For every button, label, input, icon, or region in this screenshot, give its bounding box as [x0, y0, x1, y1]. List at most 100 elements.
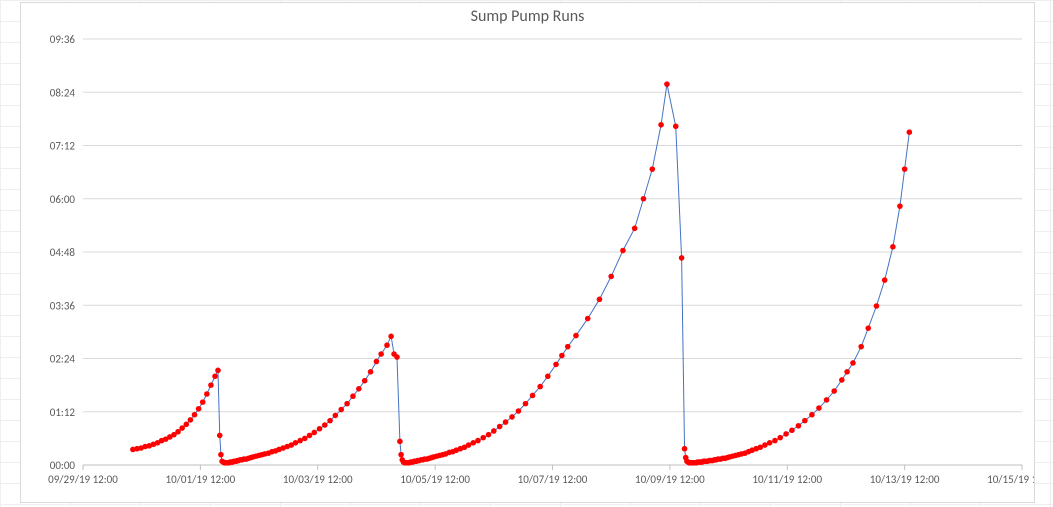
data-series [130, 81, 912, 465]
series-marker [824, 397, 830, 403]
series-marker [573, 333, 579, 339]
series-marker [783, 431, 789, 437]
series-marker [559, 353, 565, 359]
series-marker [398, 452, 404, 458]
series-marker [874, 303, 880, 309]
chart-title: Sump Pump Runs [21, 3, 1034, 33]
series-marker [338, 407, 344, 413]
series-marker [802, 418, 808, 424]
series-marker [796, 423, 802, 429]
series-marker [374, 359, 380, 365]
series-marker [491, 428, 497, 434]
y-tick-label: 03:36 [50, 299, 76, 312]
series-marker [850, 360, 856, 366]
x-tick-label: 10/05/19 12:00 [400, 473, 470, 486]
series-marker [523, 401, 529, 407]
series-marker [509, 414, 515, 420]
series-marker [388, 334, 394, 340]
x-tick-label: 10/13/19 12:00 [870, 473, 940, 486]
series-marker [620, 248, 626, 254]
y-tick-label: 07:12 [50, 140, 76, 153]
series-marker [200, 399, 206, 405]
x-tick-label: 10/03/19 12:00 [283, 473, 353, 486]
series-marker [394, 354, 400, 360]
series-marker [327, 418, 333, 424]
x-tick-label: 10/01/19 12:00 [166, 473, 236, 486]
series-marker [585, 316, 591, 322]
y-tick-label: 01:12 [50, 406, 76, 419]
y-tick-label: 06:00 [50, 193, 76, 206]
series-marker [641, 196, 647, 202]
series-marker [682, 446, 688, 452]
axes [83, 465, 1022, 470]
series-marker [480, 435, 486, 441]
y-tick-label: 08:24 [50, 86, 76, 99]
series-marker [384, 342, 390, 348]
series-marker [597, 297, 603, 303]
series-marker [565, 344, 571, 350]
series-marker [217, 433, 223, 439]
series-marker [553, 362, 559, 368]
series-marker [679, 255, 685, 261]
series-marker [789, 427, 795, 433]
x-axis-ticks: 09/29/19 12:00 10/01/19 12:00 10/03/19 12:… [48, 473, 1034, 486]
series-marker [537, 384, 543, 390]
series-marker [882, 277, 888, 283]
series-marker [497, 424, 503, 430]
series-marker [317, 426, 323, 432]
series-marker [767, 440, 773, 446]
series-marker [902, 166, 908, 172]
series-marker [516, 408, 522, 414]
series-marker [772, 438, 778, 444]
series-marker [302, 436, 308, 442]
series-marker [658, 122, 664, 128]
series-marker [545, 373, 551, 379]
series-marker [212, 373, 218, 379]
series-marker [664, 81, 670, 87]
series-marker [890, 244, 896, 250]
y-tick-label: 02:24 [50, 353, 76, 366]
series-marker [907, 129, 913, 135]
chart-frame[interactable]: Sump Pump Runs 00:0001:1202:2403:3604:48… [20, 2, 1035, 503]
series-marker [350, 393, 356, 399]
series-marker [183, 422, 189, 428]
series-marker [192, 412, 198, 418]
series-marker [816, 405, 822, 411]
y-tick-label: 09:36 [50, 33, 76, 46]
series-marker [307, 433, 313, 439]
x-tick-label: 10/15/19 12:00 [987, 473, 1034, 486]
x-tick-label: 10/11/19 12:00 [752, 473, 822, 486]
y-tick-label: 04:48 [50, 246, 76, 259]
series-marker [322, 422, 328, 428]
series-marker [344, 401, 350, 407]
series-marker [809, 412, 815, 418]
series-marker [858, 344, 864, 350]
series-marker [831, 388, 837, 394]
series-marker [673, 123, 679, 129]
series-marker [208, 382, 214, 388]
series-marker [368, 369, 374, 375]
spreadsheet-page: Sump Pump Runs 00:0001:1202:2403:3604:48… [0, 0, 1053, 507]
series-marker [362, 378, 368, 384]
series-marker [311, 430, 317, 436]
y-axis-ticks: 00:0001:1202:2403:3604:4806:0007:1208:24… [50, 33, 76, 472]
gridlines [83, 39, 1022, 465]
series-marker [632, 226, 638, 232]
x-tick-label: 10/09/19 12:00 [635, 473, 705, 486]
series-marker [475, 438, 481, 444]
series-marker [608, 274, 614, 280]
series-marker [196, 406, 202, 412]
series-marker [777, 435, 783, 441]
series-marker [188, 417, 194, 423]
series-marker [865, 325, 871, 331]
x-tick-label: 09/29/19 12:00 [48, 473, 118, 486]
series-marker [530, 393, 536, 399]
series-marker [356, 386, 362, 392]
series-marker [649, 166, 655, 172]
x-tick-label: 10/07/19 12:00 [518, 473, 588, 486]
series-marker [218, 452, 224, 458]
series-marker [503, 419, 509, 425]
series-line [133, 84, 909, 463]
series-marker [204, 391, 210, 397]
series-marker [486, 432, 492, 438]
